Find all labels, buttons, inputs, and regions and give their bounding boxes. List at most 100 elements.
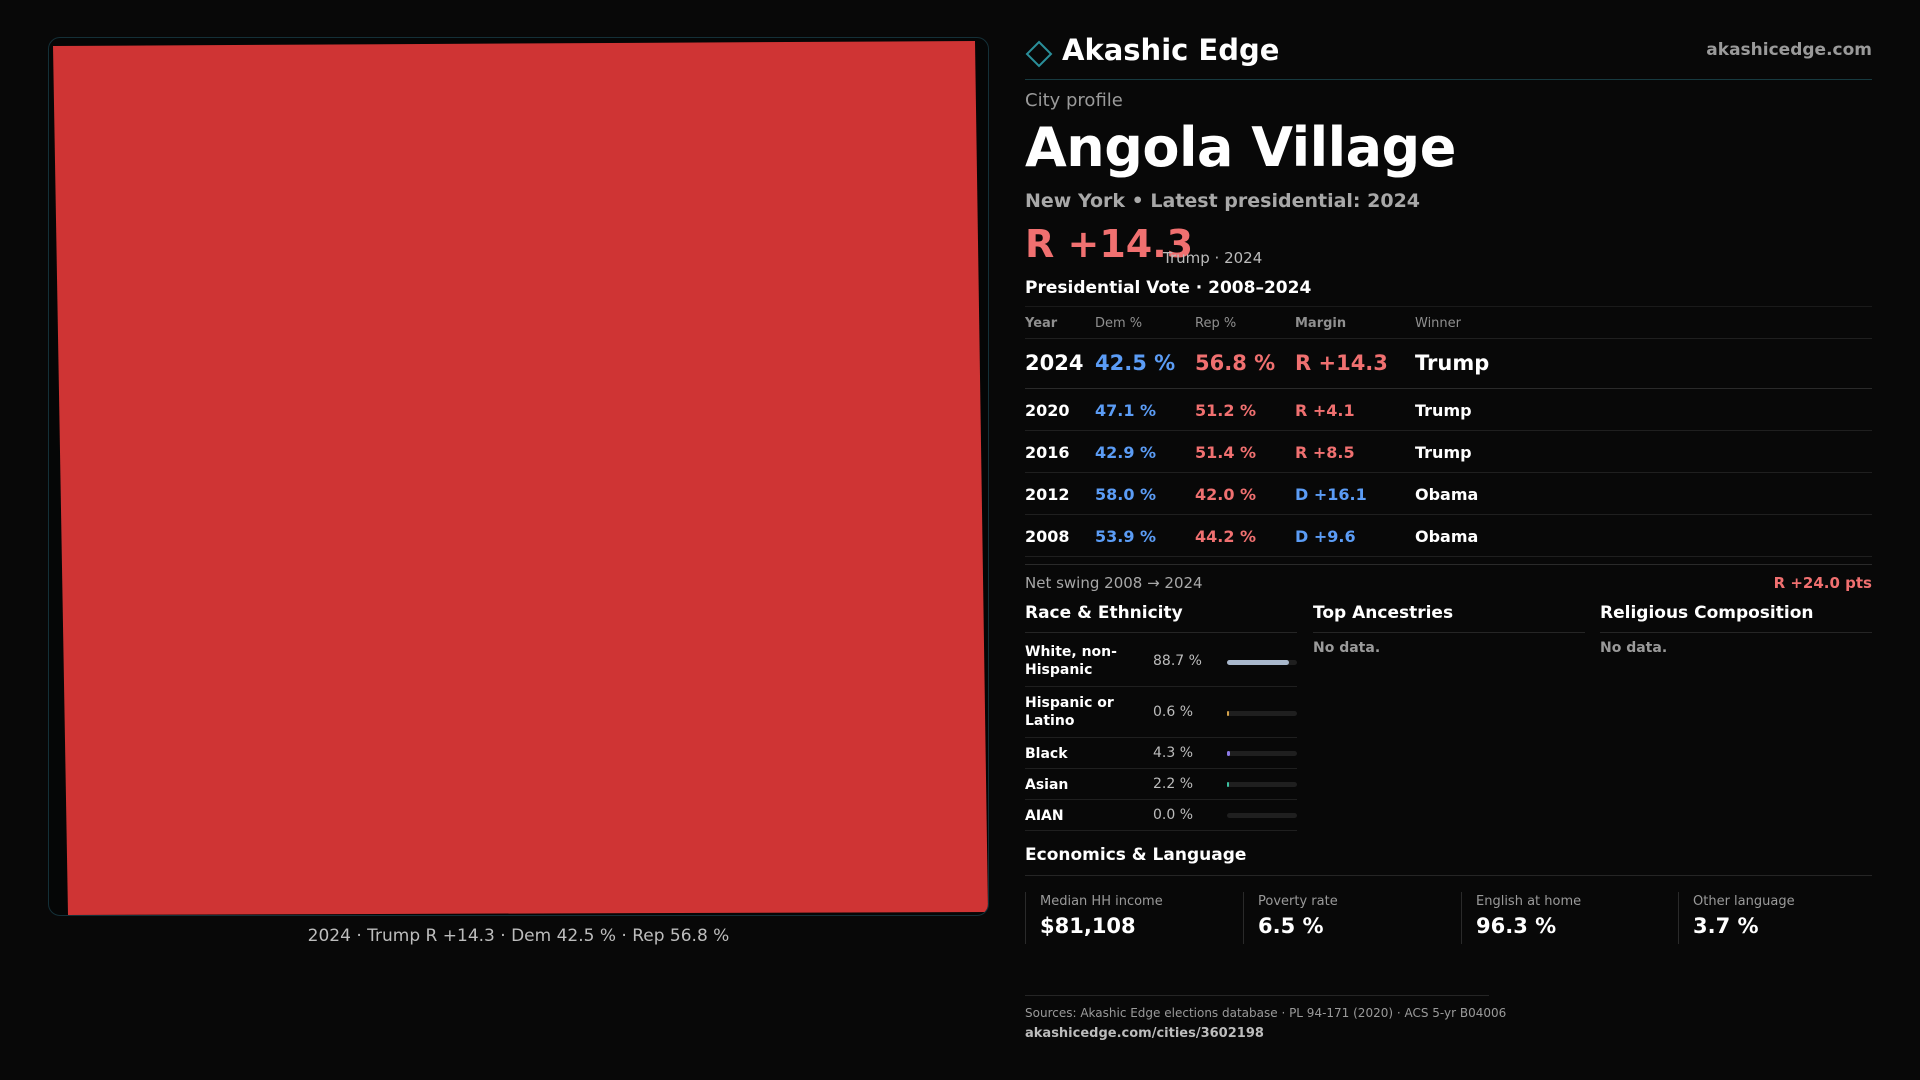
vote-dem-pct: 53.9 %	[1095, 527, 1157, 546]
econ-label: English at home	[1476, 894, 1582, 909]
econ-card-poverty: Poverty rate 6.5 %	[1243, 892, 1461, 944]
race-section-title: Race & Ethnicity	[1025, 603, 1183, 623]
race-bar-track	[1227, 711, 1297, 716]
race-list: White, non-Hispanic 88.7 % Hispanic or L…	[1025, 636, 1297, 831]
race-bar-fill	[1227, 711, 1229, 716]
vote-table-title: Presidential Vote · 2008–2024	[1025, 278, 1312, 298]
vote-table-header: Year Dem % Rep % Margin Winner	[1025, 307, 1872, 339]
net-swing-row: Net swing 2008 → 2024 R +24.0 pts	[1025, 564, 1872, 594]
race-pct: 0.6 %	[1153, 704, 1194, 720]
religion-section-title: Religious Composition	[1600, 603, 1814, 623]
col-header-rep: Rep %	[1195, 316, 1237, 331]
divider	[1313, 632, 1585, 633]
vote-dem-pct: 58.0 %	[1095, 485, 1157, 504]
vote-dem-pct: 42.9 %	[1095, 443, 1157, 462]
vote-rep-pct: 51.4 %	[1195, 443, 1257, 462]
vote-year: 2024	[1025, 351, 1084, 375]
city-subtitle: New York • Latest presidential: 2024	[1025, 190, 1421, 212]
race-row-aian: AIAN 0.0 %	[1025, 800, 1297, 831]
econ-card-income: Median HH income $81,108	[1025, 892, 1243, 944]
divider	[1600, 632, 1872, 633]
race-bar-track	[1227, 782, 1297, 787]
race-row-hispanic: Hispanic or Latino 0.6 %	[1025, 687, 1297, 738]
city-boundary-shape[interactable]	[53, 41, 988, 915]
net-swing-label: Net swing 2008 → 2024	[1025, 574, 1203, 592]
city-map[interactable]	[48, 37, 989, 916]
race-label: Hispanic or Latino	[1025, 695, 1114, 729]
economics-section-title: Economics & Language	[1025, 845, 1247, 865]
city-name-title: Angola Village	[1025, 116, 1456, 179]
race-bar-track	[1227, 813, 1297, 818]
page-url-link[interactable]: akashicedge.com/cities/3602198	[1025, 1026, 1264, 1041]
col-header-margin: Margin	[1295, 316, 1347, 331]
vote-rep-pct: 42.0 %	[1195, 485, 1257, 504]
vote-year: 2016	[1025, 443, 1070, 462]
vote-row-2008[interactable]: 2008 53.9 % 44.2 % D +9.6 Obama	[1025, 515, 1872, 557]
vote-rep-pct: 56.8 %	[1195, 351, 1276, 375]
race-pct: 88.7 %	[1153, 653, 1202, 669]
ancestries-empty-text: No data.	[1313, 640, 1381, 656]
vote-row-2024[interactable]: 2024 42.5 % 56.8 % R +14.3 Trump	[1025, 339, 1872, 389]
econ-card-other-language: Other language 3.7 %	[1678, 892, 1896, 944]
vote-winner: Trump	[1415, 443, 1472, 462]
race-row-asian: Asian 2.2 %	[1025, 769, 1297, 800]
race-bar-fill	[1227, 660, 1289, 665]
race-bar-track	[1227, 660, 1297, 665]
vote-row-2020[interactable]: 2020 47.1 % 51.2 % R +4.1 Trump	[1025, 389, 1872, 431]
race-pct: 4.3 %	[1153, 745, 1194, 761]
econ-label: Median HH income	[1040, 894, 1163, 909]
vote-year: 2020	[1025, 401, 1070, 420]
race-bar-fill	[1227, 751, 1230, 756]
city-boundary-svg	[53, 41, 988, 915]
headline-margin: R +14.3	[1025, 222, 1194, 266]
vote-row-2012[interactable]: 2012 58.0 % 42.0 % D +16.1 Obama	[1025, 473, 1872, 515]
race-row-black: Black 4.3 %	[1025, 738, 1297, 769]
vote-rep-pct: 44.2 %	[1195, 527, 1257, 546]
vote-winner: Obama	[1415, 485, 1479, 504]
race-bar-track	[1227, 751, 1297, 756]
vote-margin: R +14.3	[1295, 351, 1388, 375]
page-label: City profile	[1025, 90, 1123, 111]
econ-value: 96.3 %	[1476, 914, 1557, 938]
race-row-white: White, non-Hispanic 88.7 %	[1025, 636, 1297, 687]
ancestries-section-title: Top Ancestries	[1313, 603, 1454, 623]
diamond-logo-icon	[1025, 40, 1053, 68]
religion-empty-text: No data.	[1600, 640, 1668, 656]
col-header-year: Year	[1025, 316, 1058, 331]
econ-value: 6.5 %	[1258, 914, 1324, 938]
divider	[1025, 632, 1297, 633]
vote-year: 2012	[1025, 485, 1070, 504]
vote-margin: D +9.6	[1295, 527, 1356, 546]
vote-winner: Trump	[1415, 401, 1472, 420]
vote-margin: D +16.1	[1295, 485, 1367, 504]
brand-name[interactable]: Akashic Edge	[1062, 33, 1280, 67]
vote-row-2016[interactable]: 2016 42.9 % 51.4 % R +8.5 Trump	[1025, 431, 1872, 473]
race-label: AIAN	[1025, 808, 1064, 824]
vote-winner: Obama	[1415, 527, 1479, 546]
econ-label: Other language	[1693, 894, 1795, 909]
race-label: Asian	[1025, 777, 1069, 793]
vote-dem-pct: 47.1 %	[1095, 401, 1157, 420]
site-url-link[interactable]: akashicedge.com	[1706, 40, 1872, 60]
race-label: Black	[1025, 746, 1068, 762]
divider	[1025, 875, 1872, 876]
site-header: Akashic Edge akashicedge.com	[1025, 32, 1872, 80]
col-header-winner: Winner	[1415, 316, 1462, 331]
econ-label: Poverty rate	[1258, 894, 1338, 909]
sources-text: Sources: Akashic Edge elections database…	[1025, 1006, 1507, 1020]
vote-margin: R +4.1	[1295, 401, 1355, 420]
econ-card-english: English at home 96.3 %	[1461, 892, 1679, 944]
vote-winner: Trump	[1415, 351, 1490, 375]
race-bar-fill	[1227, 782, 1229, 787]
econ-value: 3.7 %	[1693, 914, 1759, 938]
vote-table: Year Dem % Rep % Margin Winner 2024 42.5…	[1025, 306, 1872, 557]
city-profile-panel: Akashic Edge akashicedge.com City profil…	[1025, 0, 1872, 1080]
vote-year: 2008	[1025, 527, 1070, 546]
race-pct: 0.0 %	[1153, 807, 1194, 823]
vote-dem-pct: 42.5 %	[1095, 351, 1176, 375]
map-caption: 2024 · Trump R +14.3 · Dem 42.5 % · Rep …	[307, 926, 730, 946]
vote-margin: R +8.5	[1295, 443, 1355, 462]
race-label: White, non-Hispanic	[1025, 644, 1117, 678]
vote-rep-pct: 51.2 %	[1195, 401, 1257, 420]
col-header-dem: Dem %	[1095, 316, 1143, 331]
